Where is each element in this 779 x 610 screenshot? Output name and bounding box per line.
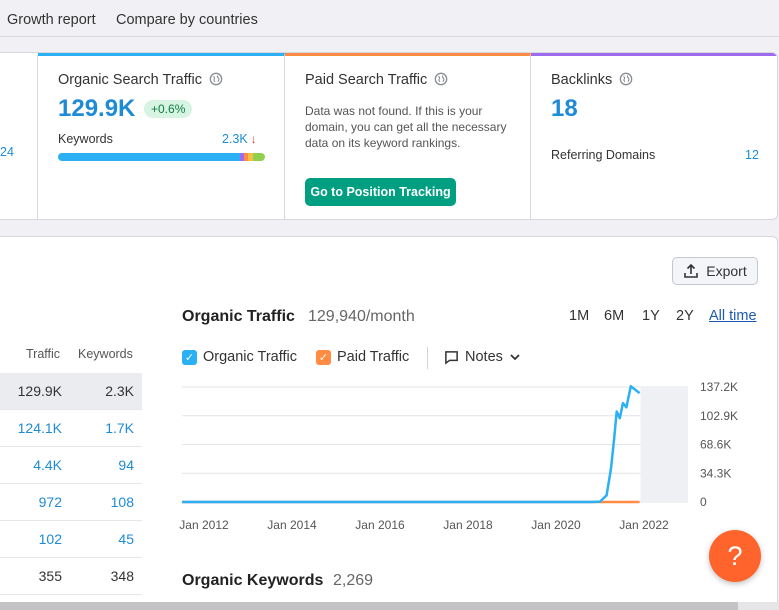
keywords-value[interactable]: 2.3K ↓: [222, 132, 257, 146]
traffic-cell[interactable]: 4.4K: [33, 457, 62, 473]
paid-search-traffic-card: Paid Search Traffic Data was not found. …: [285, 53, 531, 219]
keywords-cell[interactable]: 108: [110, 494, 134, 510]
checkbox-checked-icon: ✓: [316, 349, 331, 365]
range-1m[interactable]: 1M: [569, 308, 590, 324]
bar-segment: [58, 153, 241, 161]
export-button[interactable]: Export: [672, 257, 758, 285]
table-row[interactable]: 102 45: [0, 521, 142, 558]
backlinks-card-title-text: Backlinks: [551, 72, 613, 88]
notes-dropdown[interactable]: Notes: [444, 349, 521, 365]
x-tick-label: Jan 2018: [443, 518, 493, 532]
keywords-column-header[interactable]: Keywords: [78, 347, 133, 361]
organic-traffic-panel: Export Traffic Keywords 129.9K 2.3K 124.1K…: [0, 236, 778, 610]
organic-traffic-chart[interactable]: 137.2K 102.9K 68.6K 34.3K 0 Jan 2012 Jan 2014 J…: [160, 382, 760, 552]
upload-icon: [684, 263, 699, 278]
bar-segment: [244, 153, 249, 161]
traffic-cell[interactable]: 102: [38, 531, 62, 547]
x-tick-label: Jan 2022: [619, 518, 669, 532]
x-tick-label: Jan 2020: [531, 518, 581, 532]
legend-paid-traffic[interactable]: ✓ Paid Traffic: [316, 349, 409, 365]
y-tick-label: 0: [700, 495, 707, 509]
globe-icon[interactable]: [209, 72, 223, 86]
legend-organic-traffic[interactable]: ✓ Organic Traffic: [182, 349, 297, 365]
y-tick-label: 34.3K: [700, 466, 731, 480]
metric-cards: 24 Organic Search Traffic 129.9K +0.6% K…: [0, 52, 778, 220]
traffic-cell[interactable]: 972: [38, 494, 62, 510]
organic-search-traffic-card: Organic Search Traffic 129.9K +0.6% Keyw…: [38, 53, 285, 219]
series-line-organic-traffic: [182, 385, 641, 504]
organic-change-badge: +0.6%: [144, 100, 193, 118]
tab-compare-by-countries[interactable]: Compare by countries: [116, 12, 258, 28]
organic-traffic-value[interactable]: 129.9K: [58, 95, 136, 122]
globe-icon[interactable]: [619, 72, 633, 86]
y-tick-label: 68.6K: [700, 438, 731, 452]
chart-title: Organic Traffic: [182, 308, 295, 325]
bar-segment: [240, 153, 245, 161]
keywords-cell: 348: [110, 568, 134, 584]
bar-segment: [248, 153, 253, 161]
horizontal-scrollbar[interactable]: [0, 602, 779, 610]
chevron-down-icon: [510, 354, 520, 361]
range-2y[interactable]: 2Y: [676, 308, 694, 324]
table-row[interactable]: 124.1K 1.7K: [0, 410, 142, 447]
scrollbar-thumb[interactable]: [0, 602, 738, 610]
organic-card-title: Organic Search Traffic: [58, 72, 223, 88]
range-6m[interactable]: 6M: [604, 308, 625, 324]
bar-segment: [252, 153, 265, 161]
organic-card-title-text: Organic Search Traffic: [58, 72, 202, 88]
organic-keywords-title: Organic Keywords: [182, 572, 324, 589]
traffic-column-header[interactable]: Traffic: [26, 347, 61, 361]
checkbox-checked-icon: ✓: [182, 349, 197, 365]
legend-paid-label: Paid Traffic: [337, 349, 410, 365]
keywords-value-text: 2.3K: [222, 132, 248, 146]
organic-keywords-count: 2,269: [333, 572, 374, 589]
go-to-position-tracking-button[interactable]: Go to Position Tracking: [305, 178, 456, 206]
x-tick-label: Jan 2012: [179, 518, 229, 532]
traffic-cell: 355: [38, 568, 62, 584]
comment-icon: [445, 350, 458, 365]
keywords-cell[interactable]: 94: [118, 457, 134, 473]
x-tick-label: Jan 2014: [267, 518, 317, 532]
current-period-shade: [640, 387, 688, 502]
keywords-cell[interactable]: 45: [118, 531, 134, 547]
table-row[interactable]: 4.4K 94: [0, 447, 142, 484]
paid-card-title: Paid Search Traffic: [305, 72, 448, 88]
globe-icon[interactable]: [434, 72, 448, 86]
report-tabs: Growth report Compare by countries: [0, 0, 779, 37]
range-all-time[interactable]: All time: [709, 308, 757, 324]
export-label: Export: [706, 263, 747, 279]
x-tick-label: Jan 2016: [355, 518, 405, 532]
referring-domains-label: Referring Domains: [551, 148, 656, 162]
paid-card-title-text: Paid Search Traffic: [305, 72, 428, 88]
keywords-cell[interactable]: 1.7K: [105, 420, 134, 436]
tab-growth-report[interactable]: Growth report: [7, 12, 96, 28]
stub-value[interactable]: 24: [0, 145, 14, 159]
help-button[interactable]: ?: [709, 530, 761, 582]
backlinks-card-title: Backlinks: [551, 72, 633, 88]
previous-card-stub: 24: [0, 53, 38, 219]
no-data-message: Data was not found. If this is your doma…: [305, 104, 507, 150]
table-row[interactable]: 129.9K 2.3K: [0, 373, 142, 410]
range-1y[interactable]: 1Y: [642, 308, 660, 324]
notes-label: Notes: [465, 349, 503, 365]
y-tick-label: 137.2K: [700, 382, 738, 394]
traffic-cell: 129.9K: [17, 383, 62, 399]
table-row[interactable]: 972 108: [0, 484, 142, 521]
legend-divider: [427, 347, 428, 369]
keywords-label: Keywords: [58, 132, 113, 146]
traffic-cell[interactable]: 124.1K: [17, 420, 62, 436]
trend-down-icon: ↓: [250, 132, 257, 146]
backlinks-value[interactable]: 18: [551, 95, 578, 122]
referring-domains-value[interactable]: 12: [745, 148, 759, 162]
keywords-distribution-bar: [58, 153, 265, 161]
backlinks-card: Backlinks 18 Referring Domains 12: [531, 53, 777, 219]
y-tick-label: 102.9K: [700, 409, 738, 423]
keywords-cell: 2.3K: [105, 383, 134, 399]
chart-subtitle: 129,940/month: [308, 308, 415, 325]
legend-organic-label: Organic Traffic: [203, 349, 298, 365]
table-row[interactable]: 355 348: [0, 558, 142, 595]
